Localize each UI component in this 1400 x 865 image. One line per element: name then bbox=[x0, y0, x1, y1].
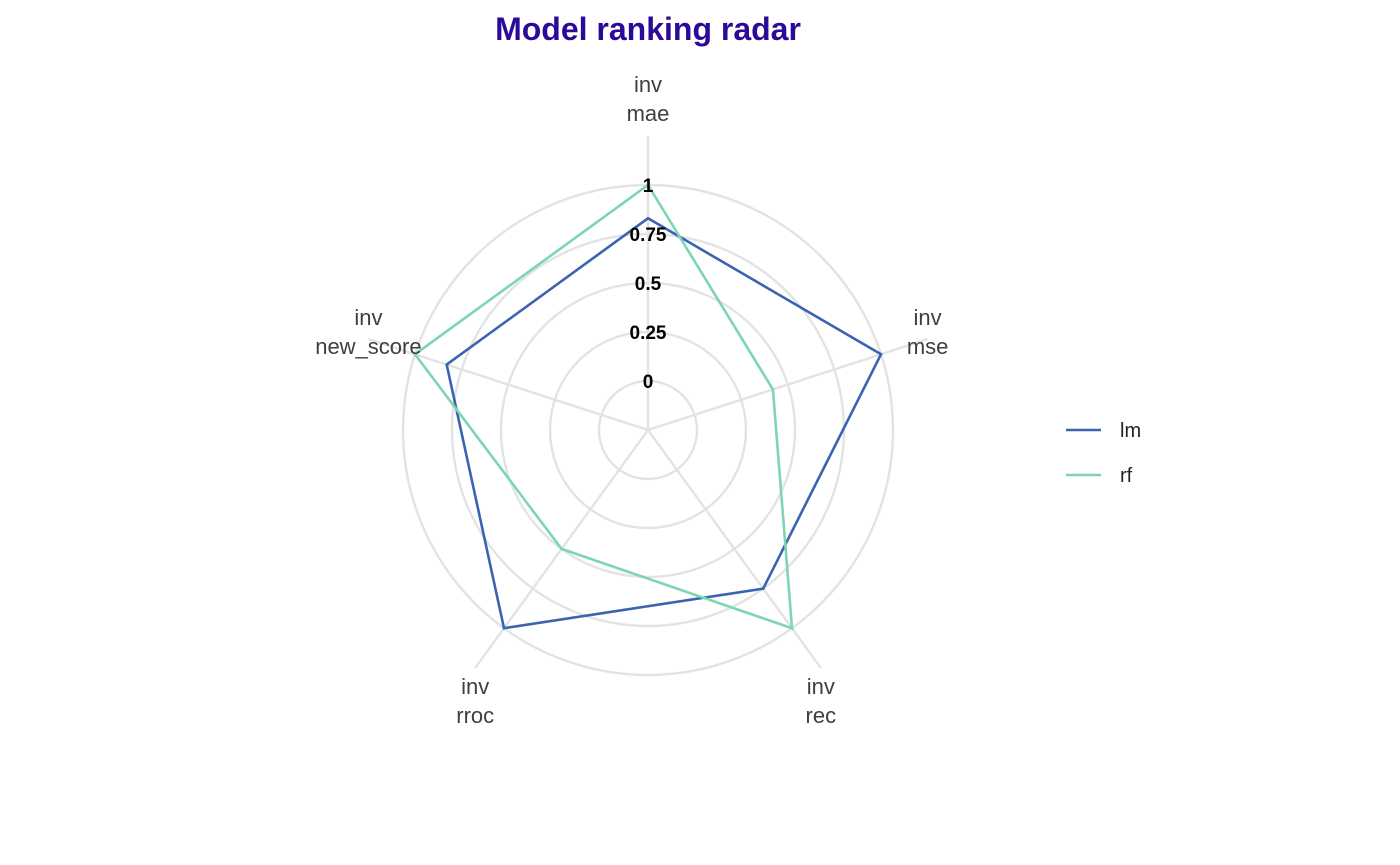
series-point-rf-4 bbox=[413, 353, 417, 356]
legend: lm rf bbox=[1066, 420, 1141, 487]
radar-series bbox=[413, 183, 883, 631]
radial-tick-label: 0.5 bbox=[635, 274, 662, 295]
legend-label-lm: lm bbox=[1120, 420, 1141, 442]
series-point-rf-3 bbox=[560, 547, 563, 551]
axis-labels: inv mae inv mse inv rec inv rroc inv new_score bbox=[315, 72, 948, 728]
axis-label-rec: inv rec bbox=[806, 674, 837, 728]
radial-tick-label: 0 bbox=[643, 372, 654, 393]
series-point-lm-1 bbox=[879, 353, 883, 356]
series-point-lm-4 bbox=[445, 363, 449, 366]
axis-label-new_score: inv new_score bbox=[315, 305, 421, 359]
radial-tick-label: 0.75 bbox=[630, 225, 667, 246]
series-line-lm bbox=[445, 216, 883, 630]
series-line-rf bbox=[413, 183, 794, 631]
series-point-rf-2 bbox=[790, 626, 794, 630]
axis-label-mse: inv mse bbox=[907, 305, 949, 359]
series-point-lm-3 bbox=[502, 626, 506, 630]
grid-spoke-1 bbox=[647, 338, 928, 432]
radial-tick-label: 0.25 bbox=[630, 323, 667, 344]
series-point-lm-2 bbox=[761, 587, 765, 590]
chart-title: Model ranking radar bbox=[495, 11, 801, 47]
axis-label-mae: inv mae bbox=[627, 72, 670, 126]
series-point-lm-0 bbox=[646, 217, 650, 220]
legend-label-rf: rf bbox=[1120, 465, 1133, 487]
series-point-rf-1 bbox=[771, 388, 775, 391]
grid-spoke-2 bbox=[647, 429, 822, 669]
axis-label-rroc: inv rroc bbox=[456, 674, 494, 728]
radial-tick-label: 1 bbox=[643, 176, 654, 197]
series-point-rf-0 bbox=[646, 183, 650, 187]
radial-tick-labels: 0 0.25 0.5 0.75 1 bbox=[630, 176, 667, 393]
